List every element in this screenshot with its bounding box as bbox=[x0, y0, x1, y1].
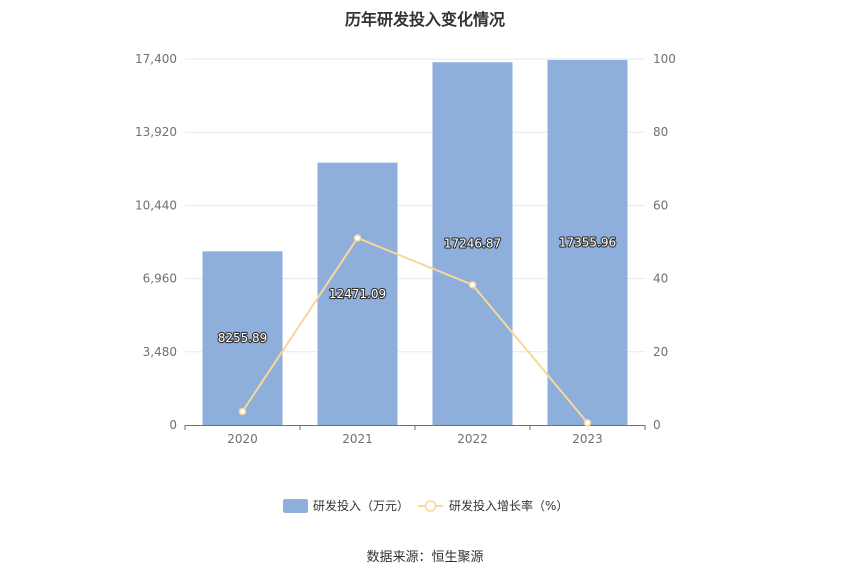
growth-rate-point-2022 bbox=[468, 281, 477, 289]
data-source-note: 数据来源：恒生聚源 bbox=[366, 550, 484, 565]
bar-value-label: 8255.89 bbox=[218, 331, 268, 345]
y-left-tick-label: 13,920 bbox=[135, 125, 177, 139]
growth-rate-point-2021 bbox=[353, 234, 362, 242]
legend-swatch-bar bbox=[283, 499, 308, 513]
legend-label: 研发投入（万元） bbox=[313, 498, 409, 513]
x-tick-label: 2020 bbox=[227, 432, 258, 446]
x-tick-label: 2023 bbox=[572, 432, 603, 446]
bar-2022 bbox=[432, 62, 513, 426]
legend-swatch-point bbox=[424, 500, 437, 512]
y-right-tick-label: 20 bbox=[653, 345, 668, 359]
bar-value-label: 17355.96 bbox=[559, 235, 616, 249]
x-tick-label: 2022 bbox=[457, 432, 488, 446]
bar-value-label: 17246.87 bbox=[444, 237, 501, 251]
label-layer: 8255.89 12471.09 17246.87 17355.96 bbox=[217, 234, 618, 346]
bar-2021 bbox=[317, 162, 398, 426]
y-left-tick-label: 6,960 bbox=[143, 272, 177, 286]
y-left-tick-label: 0 bbox=[169, 418, 177, 432]
legend-label: 研发投入增长率（%） bbox=[449, 498, 568, 513]
y-left-tick-label: 10,440 bbox=[135, 198, 177, 212]
y-right-tick-label: 80 bbox=[653, 125, 668, 139]
y-left-tick-label: 3,480 bbox=[143, 345, 177, 359]
legend-item-growth-rate[interactable]: 研发投入增长率（%） bbox=[418, 498, 568, 513]
line-layer bbox=[238, 234, 592, 427]
y-left-tick-label: 17,400 bbox=[135, 52, 177, 66]
growth-rate-point-2023 bbox=[583, 419, 592, 427]
bar-2020 bbox=[202, 251, 283, 425]
chart-title: 历年研发投入变化情况 bbox=[344, 10, 505, 29]
axis-layer: 0 0 3,480 20 6,960 40 10,440 60 13,920 80 17,400 10… bbox=[135, 52, 676, 446]
bar-layer bbox=[202, 59, 628, 426]
growth-rate-line bbox=[241, 236, 589, 424]
y-right-tick-label: 0 bbox=[653, 418, 661, 432]
legend[interactable]: 研发投入（万元） 研发投入增长率（%） bbox=[283, 498, 568, 513]
bar-2023 bbox=[547, 59, 628, 425]
y-right-tick-label: 60 bbox=[653, 198, 668, 212]
growth-rate-point-2020 bbox=[238, 407, 247, 416]
bar-value-label: 12471.09 bbox=[329, 287, 386, 301]
y-right-tick-label: 40 bbox=[653, 272, 668, 286]
legend-item-rd-investment[interactable]: 研发投入（万元） bbox=[283, 498, 409, 513]
y-right-tick-label: 100 bbox=[653, 52, 676, 66]
x-tick-label: 2021 bbox=[342, 432, 373, 446]
